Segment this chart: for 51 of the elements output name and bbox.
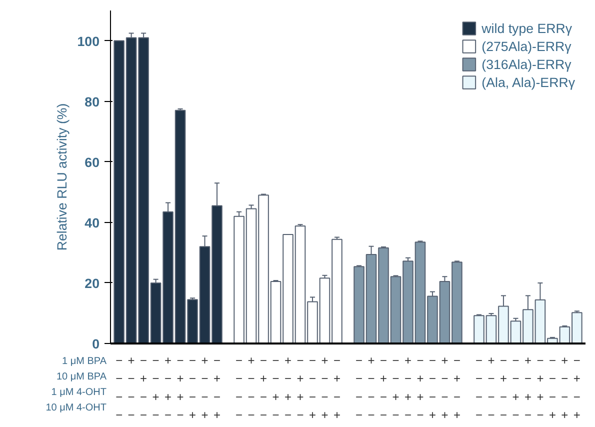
x-tick-label: − + − −: [380, 354, 388, 422]
x-tick-label: − + − +: [214, 354, 221, 422]
text: 1 μM 4-OHT: [51, 387, 107, 398]
x-tick-label: − − − −: [475, 354, 483, 422]
x-tick-label: − − − −: [356, 354, 363, 422]
x-tick-label: + − + −: [404, 354, 412, 422]
x-tick-label: − − + −: [152, 354, 160, 422]
legend-label: (275Ala)-ERRγ: [482, 38, 572, 54]
y-tick-label: 60: [84, 154, 100, 170]
x-tick-label: + − − +: [561, 354, 568, 422]
x-tick-label: + − − −: [368, 354, 375, 422]
x-tick-label: + − − +: [321, 354, 328, 422]
x-tick-label: − − + −: [272, 354, 280, 422]
y-tick-label: 100: [77, 34, 100, 49]
legend-label: wild type ERRγ: [482, 20, 572, 36]
x-tick-label: + − − −: [488, 354, 495, 422]
text: 10 μM 4-OHT: [46, 402, 107, 414]
y-axis-title: Relative RLU activity (%): [54, 103, 70, 251]
y-tick-label: 20: [84, 276, 100, 291]
x-tick-label: − + − −: [260, 354, 268, 422]
x-tick-label: − − − +: [308, 354, 316, 422]
text: 10 μM BPA: [56, 371, 107, 382]
text: 1 μM BPA: [62, 356, 107, 367]
x-tick-label: − + + −: [536, 354, 544, 422]
x-tick-label: + − − −: [248, 354, 255, 422]
x-tick-label: − − − −: [236, 354, 243, 422]
x-tick-label: − − + −: [392, 354, 400, 422]
x-tick-label: + − − +: [441, 354, 448, 422]
legend-label: (Ala, Ala)-ERRγ: [482, 74, 575, 90]
x-tick-label: − + + −: [416, 354, 424, 422]
x-tick-label: − + + −: [176, 354, 184, 422]
x-tick-label: − + + −: [296, 354, 304, 422]
x-tick-label: + − + −: [524, 354, 532, 422]
x-tick-label: + − + −: [164, 354, 172, 422]
x-tick-label: − + − +: [573, 354, 580, 422]
x-tick-label: − + − −: [140, 354, 148, 422]
x-tick-label: − + − +: [453, 354, 460, 422]
x-tick-label: + − − +: [201, 354, 208, 422]
y-tick-label: 80: [84, 94, 100, 110]
x-tick-label: − − − +: [428, 354, 436, 422]
x-tick-label: + − + −: [284, 354, 292, 422]
x-tick-label: − − − −: [116, 354, 123, 422]
x-tick-label: − − − +: [548, 354, 556, 422]
y-tick-label: 0: [92, 336, 100, 352]
legend-label: (316Ala)-ERRγ: [482, 56, 572, 72]
x-tick-label: − − + −: [512, 354, 520, 422]
x-tick-label: − − − +: [189, 354, 196, 422]
x-tick-label: + − − −: [128, 354, 135, 422]
x-tick-label: − + − +: [333, 354, 340, 422]
x-tick-label: − + − −: [500, 354, 507, 422]
y-tick-label: 40: [84, 215, 100, 230]
